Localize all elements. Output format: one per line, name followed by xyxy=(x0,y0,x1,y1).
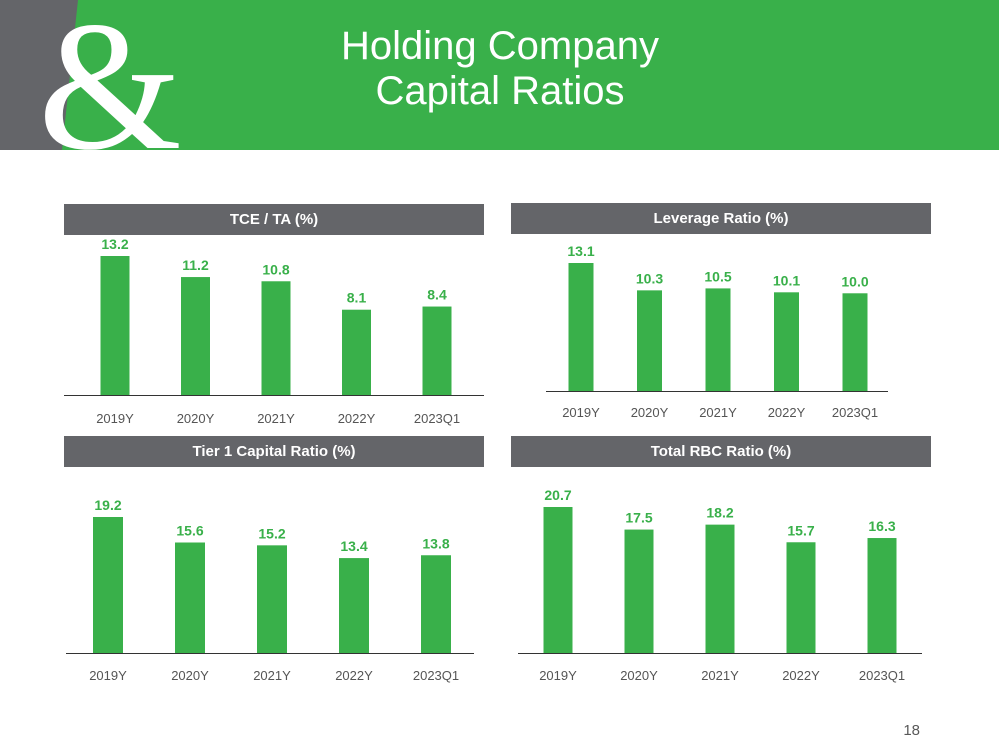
data-label-leverage-ratio-2019y: 13.1 xyxy=(567,243,594,259)
tick-label-leverage-ratio-2023q1: 2023Q1 xyxy=(832,405,878,420)
bar-total-rbc-ratio-2019y xyxy=(543,507,573,653)
bar-tier-1-capital-ratio-2023q1 xyxy=(421,555,451,653)
tick-label-leverage-ratio-2020y: 2020Y xyxy=(631,405,669,420)
tick-label-leverage-ratio-2022y: 2022Y xyxy=(768,405,806,420)
bar-tce-ta-2022y xyxy=(342,309,371,395)
bar-tce-ta-2020y xyxy=(181,277,210,395)
bar-tier-1-capital-ratio-2019y xyxy=(93,517,123,653)
chart-title-total-rbc-ratio: Total RBC Ratio (%) xyxy=(511,436,931,467)
data-label-tce-ta-2019y: 13.2 xyxy=(101,236,128,252)
data-label-total-rbc-ratio-2020y: 17.5 xyxy=(625,510,652,526)
tick-label-total-rbc-ratio-2020y: 2020Y xyxy=(620,668,658,683)
data-label-tier-1-capital-ratio-2019y: 19.2 xyxy=(94,497,121,513)
bar-total-rbc-ratio-2020y xyxy=(624,529,654,653)
logo-gray-wedge xyxy=(0,0,78,150)
ampersand-logo-icon: & xyxy=(0,0,182,150)
chart-title-tier1-capital-ratio: Tier 1 Capital Ratio (%) xyxy=(64,436,484,467)
tick-label-tier-1-capital-ratio-2020y: 2020Y xyxy=(171,668,209,683)
bar-total-rbc-ratio-2023q1 xyxy=(867,538,897,653)
bar-tce-ta-2023q1 xyxy=(422,306,452,395)
tick-label-total-rbc-ratio-2023q1: 2023Q1 xyxy=(859,668,905,683)
tick-label-tce-ta-2019y: 2019Y xyxy=(96,411,134,426)
bar-leverage-ratio-2021y xyxy=(705,288,731,391)
tick-label-tier-1-capital-ratio-2019y: 2019Y xyxy=(89,668,127,683)
bar-total-rbc-ratio-2021y xyxy=(705,524,735,653)
tick-label-tier-1-capital-ratio-2022y: 2022Y xyxy=(335,668,373,683)
tick-label-total-rbc-ratio-2021y: 2021Y xyxy=(701,668,739,683)
tick-label-tce-ta-2020y: 2020Y xyxy=(177,411,215,426)
chart-total-rbc-ratio: 20.7 2019Y 17.5 2020Y 18.2 2021Y 15.7 2022Y 16.3… xyxy=(518,487,922,683)
bar-total-rbc-ratio-2022y xyxy=(786,542,816,653)
data-label-tce-ta-2021y: 10.8 xyxy=(262,261,289,277)
chart-title-tce-ta: TCE / TA (%) xyxy=(64,204,484,235)
header-band xyxy=(0,0,999,150)
data-label-tce-ta-2022y: 8.1 xyxy=(347,290,367,306)
data-label-tier-1-capital-ratio-2022y: 13.4 xyxy=(340,538,367,554)
tick-label-leverage-ratio-2021y: 2021Y xyxy=(699,405,737,420)
tick-label-tier-1-capital-ratio-2021y: 2021Y xyxy=(253,668,291,683)
bar-tier-1-capital-ratio-2021y xyxy=(257,545,287,653)
bar-leverage-ratio-2020y xyxy=(637,290,662,391)
tick-label-leverage-ratio-2019y: 2019Y xyxy=(562,405,600,420)
data-label-tce-ta-2023q1: 8.4 xyxy=(427,287,447,303)
data-label-total-rbc-ratio-2019y: 20.7 xyxy=(544,487,571,503)
chart-tier1-capital-ratio: 19.2 2019Y 15.6 2020Y 15.2 2021Y 13.4 2022Y 13.8… xyxy=(66,497,474,683)
tick-label-tier-1-capital-ratio-2023q1: 2023Q1 xyxy=(413,668,459,683)
data-label-leverage-ratio-2022y: 10.1 xyxy=(773,272,800,288)
page-number: 18 xyxy=(903,722,920,739)
page-title: Holding Company Capital Ratios xyxy=(300,24,700,114)
page-title-line-2: Capital Ratios xyxy=(375,69,625,113)
chart-leverage-ratio: 13.1 2019Y 10.3 2020Y 10.5 2021Y 10.1 2022Y 10.0… xyxy=(546,243,888,420)
bar-leverage-ratio-2019y xyxy=(568,263,594,391)
bar-tier-1-capital-ratio-2020y xyxy=(175,542,205,653)
tick-label-total-rbc-ratio-2019y: 2019Y xyxy=(539,668,577,683)
data-label-tier-1-capital-ratio-2023q1: 13.8 xyxy=(422,535,449,551)
bar-tier-1-capital-ratio-2022y xyxy=(339,558,369,653)
chart-title-leverage-ratio: Leverage Ratio (%) xyxy=(511,203,931,234)
data-label-leverage-ratio-2021y: 10.5 xyxy=(704,268,731,284)
data-label-tier-1-capital-ratio-2021y: 15.2 xyxy=(258,525,285,541)
page-title-line-1: Holding Company xyxy=(341,24,659,68)
data-label-leverage-ratio-2020y: 10.3 xyxy=(636,270,663,286)
data-label-leverage-ratio-2023q1: 10.0 xyxy=(841,273,868,289)
tick-label-total-rbc-ratio-2022y: 2022Y xyxy=(782,668,820,683)
tick-label-tce-ta-2022y: 2022Y xyxy=(338,411,376,426)
tick-label-tce-ta-2021y: 2021Y xyxy=(257,411,295,426)
data-label-tier-1-capital-ratio-2020y: 15.6 xyxy=(176,523,203,539)
bar-tce-ta-2019y xyxy=(100,256,130,395)
data-label-total-rbc-ratio-2022y: 15.7 xyxy=(787,522,814,538)
bar-leverage-ratio-2022y xyxy=(774,292,799,391)
data-label-total-rbc-ratio-2021y: 18.2 xyxy=(706,505,733,521)
bar-tce-ta-2021y xyxy=(261,281,291,395)
chart-tce-ta: 13.2 2019Y 11.2 2020Y 10.8 2021Y 8.1 2022Y 8.4 20… xyxy=(64,236,484,426)
bar-leverage-ratio-2023q1 xyxy=(842,293,868,391)
logo-ampersand-glyph: & xyxy=(38,0,182,150)
data-label-total-rbc-ratio-2023q1: 16.3 xyxy=(868,518,895,534)
data-label-tce-ta-2020y: 11.2 xyxy=(182,257,209,273)
tick-label-tce-ta-2023q1: 2023Q1 xyxy=(414,411,460,426)
